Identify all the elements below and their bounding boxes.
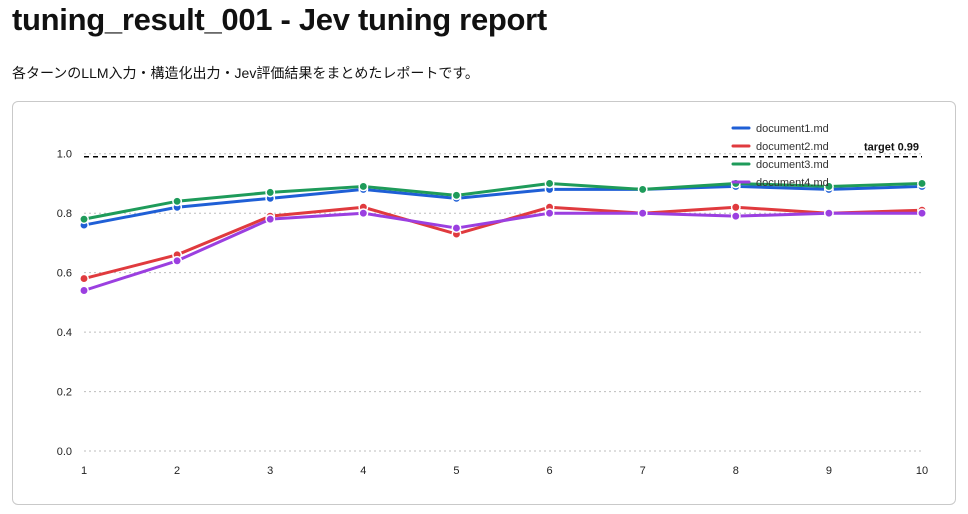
y-tick-label: 0.0 [57, 446, 72, 458]
data-point [79, 285, 89, 296]
series-4 [79, 208, 927, 296]
x-tick-label: 10 [916, 465, 928, 477]
data-point [265, 214, 276, 225]
x-tick-label: 7 [640, 465, 646, 477]
target-layer: target 0.99 [84, 142, 922, 158]
series-line [82, 181, 924, 221]
data-point [730, 202, 741, 213]
legend: document1.md document2.md document3.md docu… [731, 123, 829, 189]
series-layer [79, 178, 927, 296]
data-point [265, 187, 276, 198]
legend-label: document2.md [756, 141, 829, 153]
data-point [637, 184, 648, 195]
legend-item: document2.md [731, 141, 829, 153]
legend-item: document3.md [731, 159, 829, 171]
data-point [544, 178, 555, 189]
y-tick-label: 0.6 [57, 268, 72, 280]
legend-label: document1.md [756, 123, 829, 135]
line-chart: 0.0 0.2 0.4 0.6 0.8 1.0 1 2 3 4 5 6 7 8 9 10 target 0.9… [57, 123, 928, 477]
x-tick-label: 9 [826, 465, 832, 477]
data-point [544, 208, 555, 219]
data-point [637, 208, 648, 219]
series-line [82, 211, 924, 292]
x-tick-label: 2 [174, 465, 180, 477]
legend-label: document3.md [756, 159, 829, 171]
page-title: tuning_result_001 - Jev tuning report [12, 2, 547, 37]
data-point [917, 208, 927, 219]
data-point [79, 214, 89, 225]
data-point [730, 211, 741, 222]
axis-layer: 0.0 0.2 0.4 0.6 0.8 1.0 1 2 3 4 5 6 7 8 9 10 [57, 149, 928, 477]
x-tick-label: 8 [733, 465, 739, 477]
legend-item: document4.md [731, 177, 829, 189]
data-point [451, 223, 462, 234]
legend-label: document4.md [756, 177, 829, 189]
x-tick-label: 1 [81, 465, 87, 477]
page-subtitle: 各ターンのLLM入力・構造化出力・Jev評価結果をまとめたレポートです。 [12, 65, 479, 81]
data-point [358, 181, 369, 192]
data-point [823, 181, 834, 192]
y-tick-label: 0.2 [57, 387, 72, 399]
data-point [172, 255, 183, 266]
x-tick-label: 3 [267, 465, 273, 477]
x-tick-label: 6 [546, 465, 552, 477]
target-label: target 0.99 [864, 142, 919, 154]
data-point [79, 273, 89, 284]
x-tick-label: 5 [453, 465, 459, 477]
x-tick-label: 4 [360, 465, 366, 477]
data-point [823, 208, 834, 219]
data-point [172, 196, 183, 207]
chart-card: 0.0 0.2 0.4 0.6 0.8 1.0 1 2 3 4 5 6 7 8 9 10 target 0.9… [12, 101, 956, 505]
y-tick-label: 0.4 [57, 327, 72, 339]
series-line [82, 184, 924, 227]
y-tick-label: 1.0 [57, 149, 72, 161]
series-line [82, 205, 924, 281]
data-point [451, 190, 462, 201]
y-tick-label: 0.8 [57, 208, 72, 220]
data-point [917, 178, 927, 189]
data-point [358, 208, 369, 219]
series-3 [79, 178, 927, 225]
legend-item: document1.md [731, 123, 829, 135]
